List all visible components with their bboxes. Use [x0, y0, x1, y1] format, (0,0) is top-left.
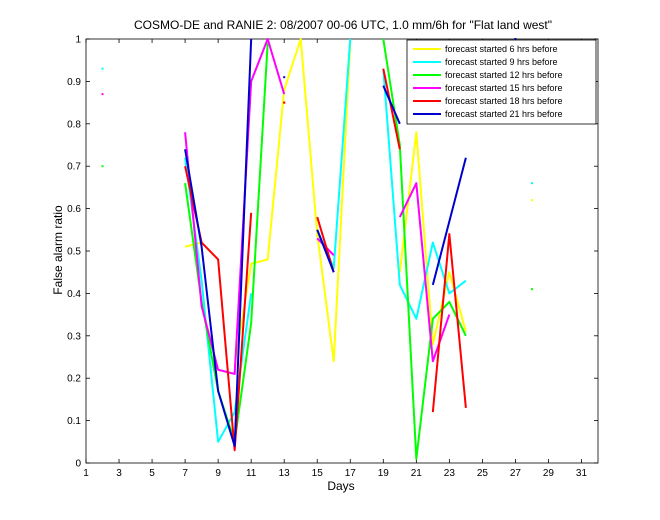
y-tick-label: 1 [75, 35, 81, 46]
y-tick-label: 0.8 [67, 119, 81, 130]
x-tick-label: 3 [116, 468, 122, 479]
legend-entry: forecast started 9 hrs before [445, 57, 558, 67]
legend-entry: forecast started 21 hrs before [445, 109, 563, 119]
y-axis-label: False alarm ratio [51, 205, 65, 295]
y-tick-label: 0.5 [67, 247, 81, 258]
x-tick-label: 27 [510, 468, 522, 479]
series-layer [101, 38, 583, 460]
y-tick-label: 0.6 [67, 204, 81, 215]
series-6 [184, 38, 583, 448]
x-tick-label: 29 [543, 468, 555, 479]
x-tick-label: 9 [215, 468, 221, 479]
y-tick-label: 0.2 [67, 374, 81, 385]
x-tick-label: 13 [279, 468, 291, 479]
chart-title: COSMO-DE and RANIE 2: 08/2007 00-06 UTC,… [134, 18, 552, 32]
x-tick-label: 17 [345, 468, 357, 479]
plot-area: 1 3 5 7 9 11 13 15 17 19 21 23 25 27 29 31 00.10.20.30.… [67, 35, 599, 479]
legend-entry: forecast started 6 hrs before [445, 44, 558, 54]
series-line [382, 68, 401, 150]
x-axis-ticks: 1 3 5 7 9 11 13 15 17 19 21 23 25 27 29 31 [83, 39, 587, 479]
series-line [382, 38, 467, 460]
legend-box [406, 39, 597, 125]
x-tick-label: 19 [378, 468, 390, 479]
x-tick-label: 15 [312, 468, 324, 479]
series-line [382, 85, 401, 125]
x-tick-label: 21 [411, 468, 423, 479]
y-tick-label: 0.7 [67, 162, 81, 173]
series-line [316, 229, 335, 273]
y-tick-label: 0 [75, 459, 81, 470]
x-tick-label: 31 [576, 468, 588, 479]
series-line [398, 182, 451, 363]
legend-entry: forecast started 18 hrs before [445, 96, 563, 106]
x-axis-label: Days [327, 479, 354, 493]
legend: forecast started 6 hrs before forecast st… [406, 39, 597, 125]
y-tick-label: 0.4 [67, 289, 81, 300]
series-line [431, 233, 467, 413]
x-tick-label: 5 [149, 468, 155, 479]
y-tick-label: 0.3 [67, 331, 81, 342]
y-tick-label: 0.1 [67, 416, 81, 427]
series-line [184, 38, 253, 448]
x-tick-label: 25 [477, 468, 489, 479]
x-tick-label: 11 [246, 468, 257, 479]
legend-entry: forecast started 12 hrs before [445, 70, 563, 80]
y-tick-label: 0.9 [67, 77, 81, 88]
x-tick-label: 1 [83, 468, 89, 479]
y-axis-ticks: 0 0.1 0.2 0.3 0.4 0.5 0.6 0.7 0.8 0.9 1 [67, 35, 598, 470]
series-line [431, 157, 467, 286]
x-tick-label: 23 [444, 468, 456, 479]
legend-entry: forecast started 15 hrs before [445, 83, 563, 93]
x-tick-label: 7 [182, 468, 188, 479]
series-line [184, 38, 286, 375]
